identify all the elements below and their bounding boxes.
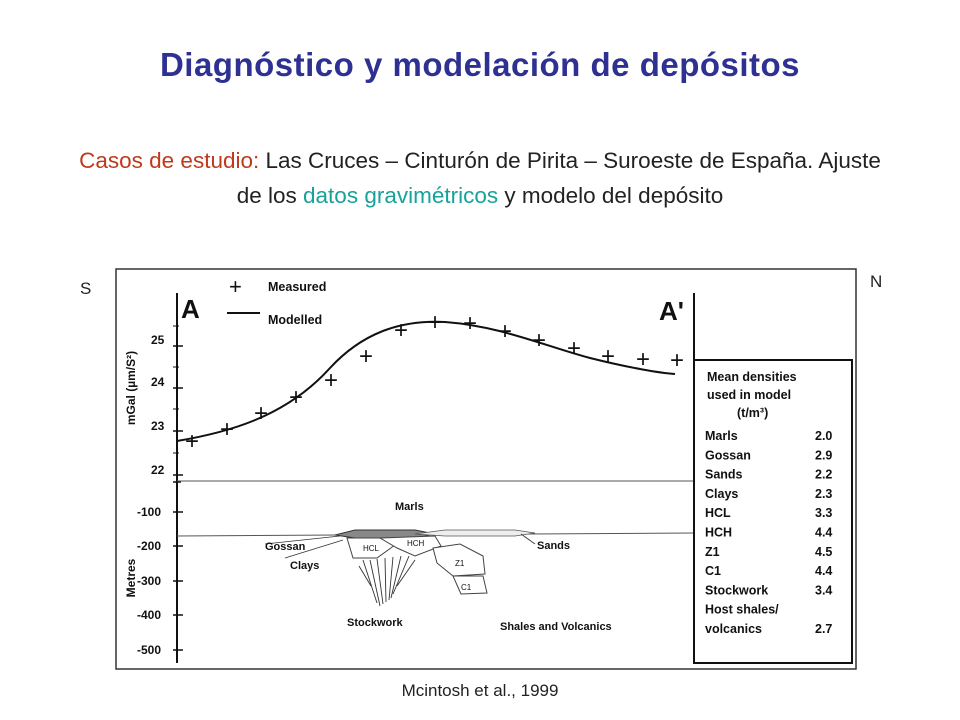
legend-measured-symbol: + <box>229 274 242 299</box>
density-row-name: C1 <box>705 564 721 578</box>
section-end-label: A' <box>659 296 684 326</box>
density-row-value: 2.0 <box>815 429 832 443</box>
subtitle-gravity-data-text: datos gravimétricos <box>303 183 499 208</box>
measured-point: + <box>670 347 684 374</box>
density-row-value: 2.9 <box>815 448 832 462</box>
density-row-value: 3.4 <box>815 583 832 597</box>
measured-point: + <box>220 416 234 443</box>
density-row-name: Z1 <box>705 545 720 559</box>
depth-tick-label: -200 <box>137 539 161 553</box>
unit-label-c1: C1 <box>461 583 472 592</box>
depth-tick-label: -400 <box>137 608 161 622</box>
measured-point: + <box>359 343 373 370</box>
measured-point: + <box>289 384 303 411</box>
compass-south-label: S <box>80 279 92 298</box>
unit-label-gossan: Gossan <box>265 541 306 553</box>
measured-point: + <box>394 317 408 344</box>
density-row-value: 3.3 <box>815 506 832 520</box>
gravity-axis-ticks: 25 24 23 22 <box>151 325 183 477</box>
gravity-tick-label: 22 <box>151 463 165 477</box>
density-table-units: (t/m³) <box>737 406 768 420</box>
stockwork-veins <box>358 555 416 607</box>
section-start-label: A <box>181 294 200 324</box>
legend-modelled-label: Modelled <box>268 313 322 327</box>
density-row-value: 2.3 <box>815 487 832 501</box>
density-table-frame <box>693 359 853 664</box>
density-row-name: Host shales/ <box>705 603 779 617</box>
density-row-name: Gossan <box>705 448 751 462</box>
density-row-value: 2.7 <box>815 622 832 636</box>
density-table: Mean densities used in model (t/m³) Marl… <box>693 359 853 664</box>
density-row-value: 4.4 <box>815 564 832 578</box>
density-row-value: 2.2 <box>815 468 832 482</box>
unit-label-sands: Sands <box>537 540 570 552</box>
unit-label-marls: Marls <box>395 501 424 513</box>
depth-axis-ticks: -100 -200 -300 -400 -500 <box>137 481 183 657</box>
measured-point: + <box>567 335 581 362</box>
measured-point: + <box>324 367 338 394</box>
sands-body <box>414 529 536 537</box>
measured-point: + <box>601 343 615 370</box>
unit-label-shales-volcanics: Shales and Volcanics <box>500 621 612 633</box>
citation: Mcintosh et al., 1999 <box>401 681 559 700</box>
unit-label-hcl: HCL <box>363 544 380 553</box>
modelled-gravity-curve <box>176 320 676 442</box>
density-row-name: HCL <box>705 506 731 520</box>
density-row-value: 4.5 <box>815 545 832 559</box>
unit-label-stockwork: Stockwork <box>347 617 404 629</box>
slide-title: Diagnóstico y modelación de depósitos <box>159 46 801 83</box>
density-row-name: volcanics <box>705 622 762 636</box>
gravity-tick-label: 25 <box>151 333 165 347</box>
measured-point: + <box>185 428 199 455</box>
slide-subtitle: Casos de estudio: Las Cruces – Cinturón … <box>70 143 890 213</box>
measured-point: + <box>254 400 268 427</box>
unit-label-z1: Z1 <box>455 559 465 568</box>
c1-body <box>452 575 488 595</box>
gravity-section-figure: A A' + Measured Modelled mGal (µm/S²) 25… <box>115 268 857 670</box>
gravity-axis-label: mGal (µm/S²) <box>124 351 138 425</box>
z1-body <box>432 543 486 577</box>
density-row-name: HCH <box>705 526 732 540</box>
gravity-tick-label: 24 <box>151 375 165 389</box>
density-row-name: Sands <box>705 468 743 482</box>
subtitle-case-study-label: Casos de estudio: <box>79 148 260 173</box>
measured-point: + <box>636 346 650 373</box>
depth-tick-label: -500 <box>137 643 161 657</box>
density-rows: Marls 2.0 Gossan 2.9 Sands 2.2 Clays 2.3 HCL 3.3 H… <box>705 429 832 636</box>
measured-point: + <box>498 318 512 345</box>
legend-measured-label: Measured <box>268 280 326 294</box>
density-row-value: 4.4 <box>815 526 832 540</box>
subtitle-model-text: y modelo del depósito <box>498 183 724 208</box>
gravity-tick-label: 23 <box>151 419 165 433</box>
unit-label-clays: Clays <box>290 560 319 572</box>
depth-tick-label: -100 <box>137 505 161 519</box>
density-row-name: Stockwork <box>705 583 768 597</box>
measured-points: + + + + + + + + + + + + + + + <box>185 309 684 455</box>
density-table-title: Mean densities <box>707 370 797 384</box>
measured-point: + <box>463 310 477 337</box>
depth-axis-label: Metres <box>124 558 138 597</box>
hcl-body <box>346 537 396 559</box>
density-row-name: Marls <box>705 429 738 443</box>
subtitle-location-text: Las Cruces – Cinturón de Pirita – Suroes… <box>236 148 881 208</box>
density-table-title: used in model <box>707 388 791 402</box>
density-row-name: Clays <box>705 487 738 501</box>
unit-label-hch: HCH <box>407 539 425 548</box>
depth-tick-label: -300 <box>137 574 161 588</box>
measured-point: + <box>532 327 546 354</box>
compass-north-label: N <box>870 272 883 291</box>
measured-point: + <box>428 309 442 336</box>
hch-body <box>378 535 442 557</box>
